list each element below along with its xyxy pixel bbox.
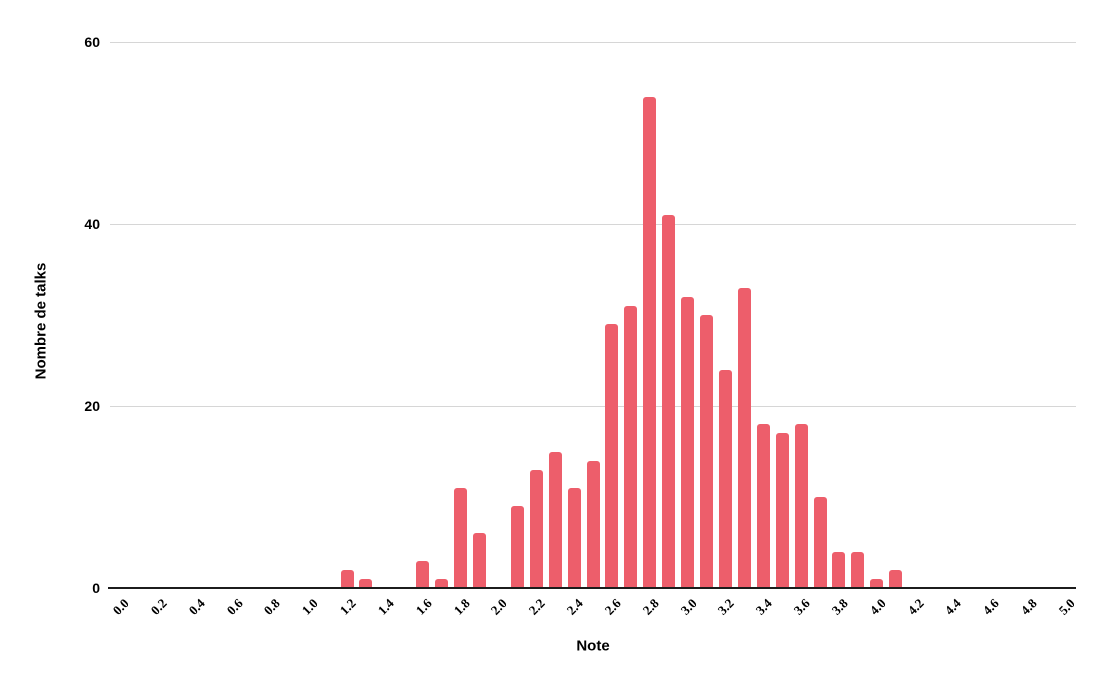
x-tick-label: 0.4 <box>185 595 208 618</box>
x-tick-label: 1.2 <box>336 595 359 618</box>
x-tick-label: 0.8 <box>260 595 284 618</box>
x-tick-label: 1.4 <box>374 595 397 618</box>
bar <box>889 569 903 588</box>
x-tick-label: 1.6 <box>412 595 435 618</box>
x-tick-label: 4.0 <box>866 595 889 618</box>
x-axis-line <box>108 587 1076 589</box>
bar <box>794 424 808 588</box>
x-tick-label: 3.6 <box>790 595 813 618</box>
y-tick-label: 0 <box>92 580 100 596</box>
x-tick-label: 2.2 <box>525 595 548 618</box>
x-tick-label: 3.0 <box>677 595 700 618</box>
bar <box>359 578 373 588</box>
x-tick-label: 3.2 <box>715 595 738 618</box>
bar <box>435 578 449 588</box>
gridline <box>110 223 1076 225</box>
bar <box>756 424 770 588</box>
y-tick-label: 40 <box>84 216 100 232</box>
bar <box>700 315 714 588</box>
bar <box>454 487 468 588</box>
bar <box>681 296 695 588</box>
bar <box>851 551 865 588</box>
y-tick-label: 60 <box>84 34 100 50</box>
x-tick-label: 2.8 <box>639 595 662 618</box>
bar <box>870 578 884 588</box>
bar <box>548 451 562 588</box>
y-axis-title: Nombre de talks <box>32 262 50 380</box>
bar <box>472 533 486 588</box>
bar <box>718 369 732 588</box>
y-tick-label: 20 <box>84 398 100 414</box>
x-tick-label: 4.8 <box>1017 595 1040 618</box>
x-tick-label: 3.4 <box>752 595 775 618</box>
bar <box>624 305 638 588</box>
x-tick-label: 0.0 <box>109 595 132 618</box>
x-axis-title: Note <box>576 637 610 655</box>
bar <box>586 460 600 588</box>
bar <box>605 324 619 588</box>
x-tick-label: 1.0 <box>298 595 321 618</box>
x-tick-label: 2.6 <box>601 595 624 618</box>
gridline <box>110 405 1076 407</box>
bar <box>340 569 354 588</box>
bar <box>662 214 676 588</box>
x-tick-label: 4.4 <box>942 595 965 618</box>
bar <box>737 287 751 588</box>
bar <box>813 497 827 588</box>
bar <box>643 96 657 588</box>
bar <box>567 487 581 588</box>
gridline <box>110 41 1076 43</box>
bar <box>416 560 430 588</box>
x-tick-label: 0.2 <box>147 595 170 618</box>
x-tick-label: 1.8 <box>450 595 473 618</box>
x-tick-label: 2.0 <box>487 595 511 618</box>
bar <box>775 433 789 588</box>
x-tick-label: 4.2 <box>904 595 927 618</box>
x-tick-label: 2.4 <box>563 595 586 618</box>
bar <box>510 506 524 588</box>
bar <box>529 469 543 588</box>
bar <box>832 551 846 588</box>
x-tick-label: 3.8 <box>828 595 851 618</box>
x-tick-label: 0.6 <box>223 595 246 618</box>
x-tick-label: 4.6 <box>979 595 1003 618</box>
x-tick-label: 5.0 <box>1055 595 1078 618</box>
